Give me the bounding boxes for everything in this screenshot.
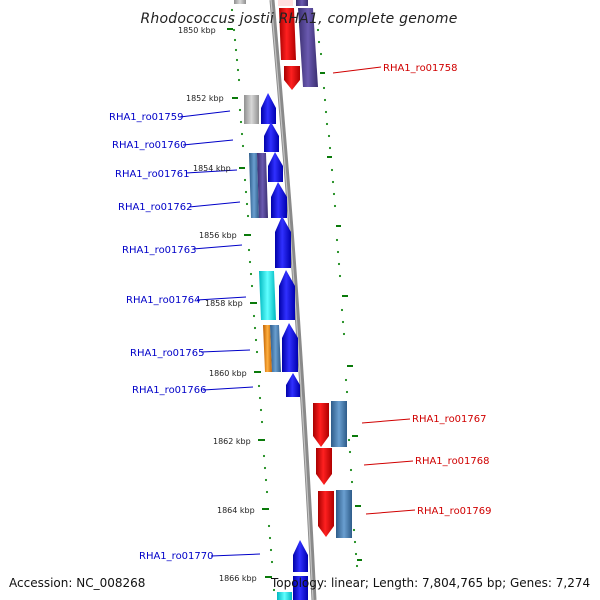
gene-arrow-forward[interactable] xyxy=(293,540,308,572)
tick-label: 1854 kbp xyxy=(193,164,231,173)
gene-label-left[interactable]: RHA1_ro01766 xyxy=(132,385,207,396)
left-tick-marks xyxy=(227,28,272,578)
accession-text: Accession: NC_008268 xyxy=(9,576,145,590)
tick-label: 1856 kbp xyxy=(199,231,237,240)
right-tick-marks xyxy=(320,72,362,561)
genome-backbone-highlight xyxy=(270,0,314,600)
gene-arrow-forward[interactable] xyxy=(286,373,300,397)
gene-label-right[interactable]: RHA1_ro01758 xyxy=(383,63,458,74)
gene-feature-steel[interactable] xyxy=(249,153,259,218)
gene-arrow-forward[interactable] xyxy=(282,323,298,372)
gene-label-left[interactable]: RHA1_ro01770 xyxy=(139,551,214,562)
gene-arrow-reverse[interactable] xyxy=(318,491,334,537)
gene-feature-steel[interactable] xyxy=(336,490,352,538)
gene-label-left[interactable]: RHA1_ro01762 xyxy=(118,202,193,213)
left-guide-dots xyxy=(230,8,276,592)
gene-arrow-forward[interactable] xyxy=(279,270,295,320)
gene-feature-steel[interactable] xyxy=(331,401,347,447)
gene-label-left[interactable]: RHA1_ro01763 xyxy=(122,245,197,256)
gene-arrow-reverse[interactable] xyxy=(313,403,329,447)
gene-label-right[interactable]: RHA1_ro01768 xyxy=(415,456,490,467)
map-title: Rhodococcus jostii RHA1, complete genome xyxy=(140,11,457,27)
tick-label: 1850 kbp xyxy=(178,26,216,35)
gene-label-left[interactable]: RHA1_ro01764 xyxy=(126,295,201,306)
gene-feature-purple[interactable] xyxy=(298,8,318,87)
left-label-connectors xyxy=(179,110,261,557)
gene-arrow-reverse[interactable] xyxy=(316,448,332,485)
gene-arrow-reverse[interactable] xyxy=(284,66,300,90)
topology-summary-text: Topology: linear; Length: 7,804,765 bp; … xyxy=(270,576,590,590)
gene-arrow-forward[interactable] xyxy=(275,216,291,268)
gene-feature-orange[interactable] xyxy=(263,325,272,372)
gene-label-right[interactable]: RHA1_ro01767 xyxy=(412,414,487,425)
gene-label-right[interactable]: RHA1_ro01769 xyxy=(417,506,492,517)
genome-backbone xyxy=(269,0,317,600)
right-label-connectors xyxy=(332,66,416,515)
gene-arrow-forward[interactable] xyxy=(264,122,279,152)
gene-arrow-forward[interactable] xyxy=(293,576,308,600)
tick-label: 1860 kbp xyxy=(209,369,247,378)
gene-feature-gray[interactable] xyxy=(234,0,246,4)
tick-label: 1864 kbp xyxy=(217,506,255,515)
gene-arrow-forward[interactable] xyxy=(268,152,283,182)
gene-label-left[interactable]: RHA1_ro01759 xyxy=(109,112,184,123)
tick-label: 1852 kbp xyxy=(186,94,224,103)
gene-arrow-forward[interactable] xyxy=(271,182,287,218)
gene-arrow-reverse[interactable] xyxy=(279,8,296,60)
gene-arrow-reverse[interactable] xyxy=(278,0,293,6)
gene-feature-purple[interactable] xyxy=(296,0,308,6)
gene-label-left[interactable]: RHA1_ro01761 xyxy=(115,169,190,180)
gene-feature-gray[interactable] xyxy=(244,95,259,124)
gene-label-left[interactable]: RHA1_ro01765 xyxy=(130,348,205,359)
tick-label: 1858 kbp xyxy=(205,299,243,308)
gene-label-left[interactable]: RHA1_ro01760 xyxy=(112,140,187,151)
tick-label: 1866 kbp xyxy=(219,574,257,583)
gene-arrow-forward[interactable] xyxy=(261,93,276,124)
gene-feature-cyan[interactable] xyxy=(277,592,292,600)
right-guide-dots xyxy=(316,28,359,568)
gene-feature-steel[interactable] xyxy=(270,325,281,372)
tick-label: 1862 kbp xyxy=(213,437,251,446)
gene-feature-cyan[interactable] xyxy=(259,271,276,320)
gene-feature-purple[interactable] xyxy=(257,153,268,218)
